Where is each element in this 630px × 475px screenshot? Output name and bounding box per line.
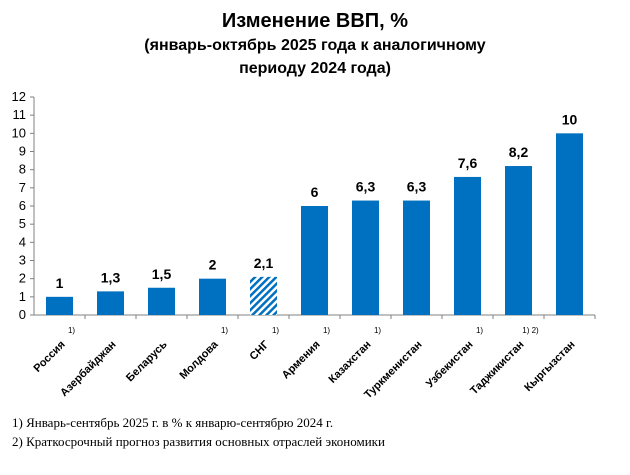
chart-subtitle-line-2: периоду 2024 года) (239, 60, 391, 77)
bar (46, 296, 73, 315)
footnote-mark: 1) (476, 326, 483, 335)
value-label: 8,2 (509, 144, 529, 160)
footnote-1: 1) Январь-сентябрь 2025 г. в % к январю-… (12, 415, 334, 430)
category-label: Узбекистан (424, 339, 476, 391)
y-tick-label: 11 (13, 107, 27, 122)
bar (97, 291, 124, 315)
bar (556, 133, 583, 315)
value-label: 6,3 (407, 179, 427, 195)
bar (250, 276, 277, 315)
footnote-2: 2) Краткосрочный прогноз развития основн… (12, 434, 385, 449)
value-label: 1,5 (152, 266, 172, 282)
value-label: 2 (209, 257, 217, 273)
y-tick-label: 3 (19, 253, 26, 268)
y-tick-label: 9 (19, 144, 26, 159)
footnote-mark: 1) (323, 326, 330, 335)
y-tick-label: 5 (19, 216, 26, 231)
footnote-mark: 1) (374, 326, 381, 335)
category-label: Беларусь (124, 338, 170, 384)
value-label: 1 (56, 275, 64, 291)
category-label: Россия (32, 339, 68, 375)
chart-title: Изменение ВВП, % (221, 10, 409, 32)
y-tick-label: 12 (12, 89, 26, 104)
footnote-mark: 1) (221, 326, 228, 335)
bar-chart: 01234567891011121Россия1)1,3Азербайджан1… (12, 89, 596, 401)
footnote-mark: 1) (272, 326, 279, 335)
y-tick-label: 4 (19, 234, 26, 249)
bar (454, 176, 481, 315)
value-label: 10 (562, 111, 578, 127)
y-tick-label: 8 (19, 162, 26, 177)
category-label: Казахстан (326, 339, 373, 386)
category-label: Армения (280, 339, 323, 382)
y-tick-label: 7 (19, 180, 26, 195)
y-tick-label: 0 (19, 307, 26, 322)
bar (403, 200, 430, 315)
y-tick-label: 6 (19, 198, 26, 213)
value-label: 2,1 (254, 255, 274, 271)
bar (505, 166, 532, 315)
bar (301, 206, 328, 315)
category-label: Кыргызстан (522, 339, 577, 394)
y-tick-label: 2 (19, 271, 26, 286)
value-label: 6 (311, 184, 319, 200)
value-label: 1,3 (101, 269, 121, 285)
y-tick-label: 10 (12, 125, 26, 140)
category-label: Таджикистан (468, 339, 526, 397)
bar (148, 287, 175, 315)
footnote-mark: 1) (68, 326, 75, 335)
y-tick-label: 1 (19, 289, 26, 304)
bar (352, 200, 379, 315)
category-label: Молдова (177, 338, 221, 382)
category-label: Азербайджан (58, 339, 118, 399)
category-label: СНГ (247, 338, 272, 363)
value-label: 6,3 (356, 179, 376, 195)
value-label: 7,6 (458, 155, 478, 171)
chart-subtitle-line-1: (январь-октябрь 2025 года к аналогичному (144, 37, 486, 54)
footnote-mark: 1) 2) (522, 326, 539, 335)
bar (199, 278, 226, 315)
